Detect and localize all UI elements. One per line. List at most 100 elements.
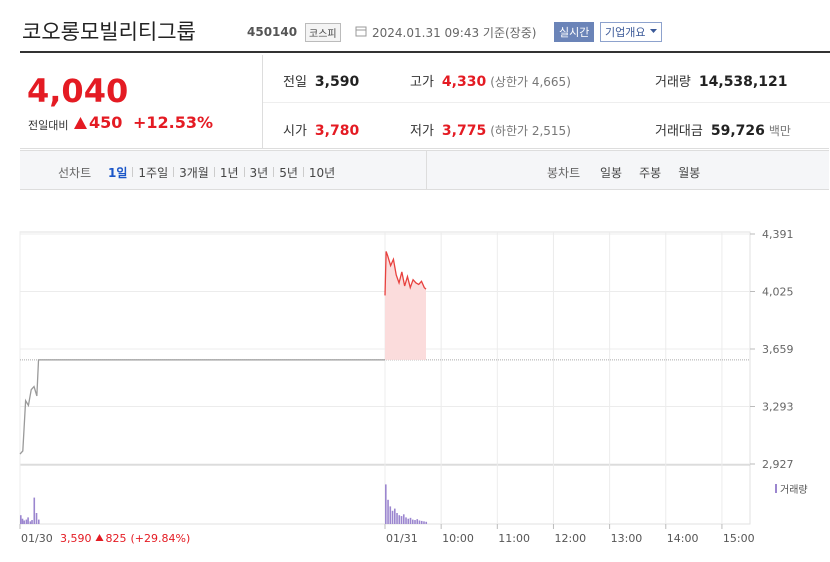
y-tick-label: 2,927 xyxy=(762,458,794,471)
volume-bar xyxy=(409,517,412,524)
tab-label: 선차트 xyxy=(58,166,92,180)
volume-bar xyxy=(418,520,421,524)
volume-bar xyxy=(20,515,22,524)
tab-separator xyxy=(273,167,275,177)
x-tick-label: 12:00 xyxy=(554,532,586,545)
volume-bar xyxy=(423,521,425,524)
volume-bar xyxy=(400,516,403,524)
price-line xyxy=(384,251,427,296)
x-tick-label: 01/31 xyxy=(386,532,418,545)
stat-note: (상한가 4,665) xyxy=(490,75,571,89)
volume-bar xyxy=(407,518,410,524)
stat-label: 시가 xyxy=(283,124,307,139)
change-percent: +12.53% xyxy=(133,113,214,132)
y-tick-label: 3,293 xyxy=(762,401,794,414)
y-tick-label: 4,025 xyxy=(762,286,794,299)
volume-bar xyxy=(398,515,401,524)
stat-value: 59,726 xyxy=(710,123,765,139)
volume-bar xyxy=(391,510,394,524)
tab[interactable]: 10년 xyxy=(308,166,336,180)
volume-bar xyxy=(27,517,29,524)
stat-label: 저가 xyxy=(410,124,434,139)
volume-bar xyxy=(37,519,40,524)
volume-bar xyxy=(402,514,405,524)
x-tick-label: 13:00 xyxy=(611,532,643,545)
dropdown-arrow xyxy=(650,29,658,33)
timestamp: 2024.01.31 09:43 기준(장중) xyxy=(372,26,537,40)
company-button[interactable]: 기업개요 xyxy=(600,22,663,42)
volume-bar xyxy=(393,508,396,524)
volume-bar xyxy=(21,518,24,524)
volume-bar xyxy=(23,520,25,524)
tab[interactable]: 주봉 xyxy=(639,166,662,180)
volume-bar xyxy=(416,519,419,524)
tab[interactable]: 1일 xyxy=(108,166,128,180)
area xyxy=(385,251,426,360)
stat: 저가 3,775 (하한가 2,515) xyxy=(410,120,571,139)
realtime-button[interactable]: 실시간 xyxy=(554,22,595,42)
y-tick-label: 3,659 xyxy=(762,343,794,356)
tab[interactable]: 1주일 xyxy=(138,166,169,180)
tab-separator xyxy=(132,167,134,177)
x-tick-label: 15:00 xyxy=(723,532,755,545)
stat-value: 14,538,121 xyxy=(698,74,788,90)
stat: 시가 3,780 xyxy=(283,120,359,139)
volume-bar xyxy=(425,521,428,524)
volume-bar xyxy=(414,520,416,524)
header-rule xyxy=(20,51,830,53)
tab-separator xyxy=(302,167,304,177)
tab-label: 봉차트 xyxy=(547,166,581,180)
stat: 고가 4,330 (상한가 4,665) xyxy=(410,71,571,90)
company-button-label: 기업개요 xyxy=(605,26,646,39)
market-badge: 코스피 xyxy=(305,23,341,42)
stock-code: 450140 xyxy=(247,25,298,39)
tab[interactable]: 일봉 xyxy=(600,166,623,180)
stat-value: 3,775 xyxy=(441,123,487,139)
volume-bar xyxy=(396,513,398,524)
change-label: 전일대비 xyxy=(28,119,69,132)
footer-change: 825 xyxy=(106,532,127,545)
stock-name: 코오롱모빌리티그룹 xyxy=(22,20,196,44)
legend-swatch xyxy=(775,484,777,493)
stat-note: (하한가 2,515) xyxy=(490,124,571,138)
x-tick-label: 01/30 xyxy=(21,532,53,545)
tab[interactable]: 월봉 xyxy=(678,166,701,180)
quote-divider xyxy=(262,55,263,148)
tab[interactable]: 5년 xyxy=(279,166,298,180)
footer-change-pct: (+29.84%) xyxy=(131,532,191,545)
footer-arrow xyxy=(95,534,104,541)
tab-separator xyxy=(213,167,215,177)
volume-bar xyxy=(35,513,38,524)
stat-value: 4,330 xyxy=(441,74,487,90)
volume-bar xyxy=(25,519,28,524)
stat-value: 3,780 xyxy=(314,123,360,139)
tab-divider xyxy=(426,151,427,189)
x-tick-label: 11:00 xyxy=(498,532,530,545)
stat: 거래량 14,538,121 xyxy=(655,71,787,90)
volume-bar xyxy=(31,520,33,524)
price-line xyxy=(19,359,385,455)
stat: 전일 3,590 xyxy=(283,71,359,90)
tab[interactable]: 1년 xyxy=(219,166,239,180)
stat-label: 거래량 xyxy=(655,75,691,90)
volume-bar xyxy=(385,484,387,524)
current-price: 4,040 xyxy=(27,72,129,110)
quote-box xyxy=(20,55,829,149)
quote-row-divider xyxy=(263,102,830,103)
x-tick-label: 10:00 xyxy=(442,532,474,545)
change-amount: 450 xyxy=(89,113,123,132)
volume-bar xyxy=(389,506,392,524)
tab-separator xyxy=(173,167,175,177)
volume-bar xyxy=(411,519,414,524)
volume-bar xyxy=(33,497,36,524)
footer-close: 3,590 xyxy=(60,532,92,545)
volume-bar xyxy=(29,521,32,524)
stat-label: 전일 xyxy=(283,75,307,90)
tab[interactable]: 3년 xyxy=(249,166,269,180)
up-arrow xyxy=(74,117,87,129)
stat: 거래대금 59,726 백만 xyxy=(655,120,791,139)
tab[interactable]: 3개월 xyxy=(179,166,209,180)
volume-bar xyxy=(387,499,389,524)
